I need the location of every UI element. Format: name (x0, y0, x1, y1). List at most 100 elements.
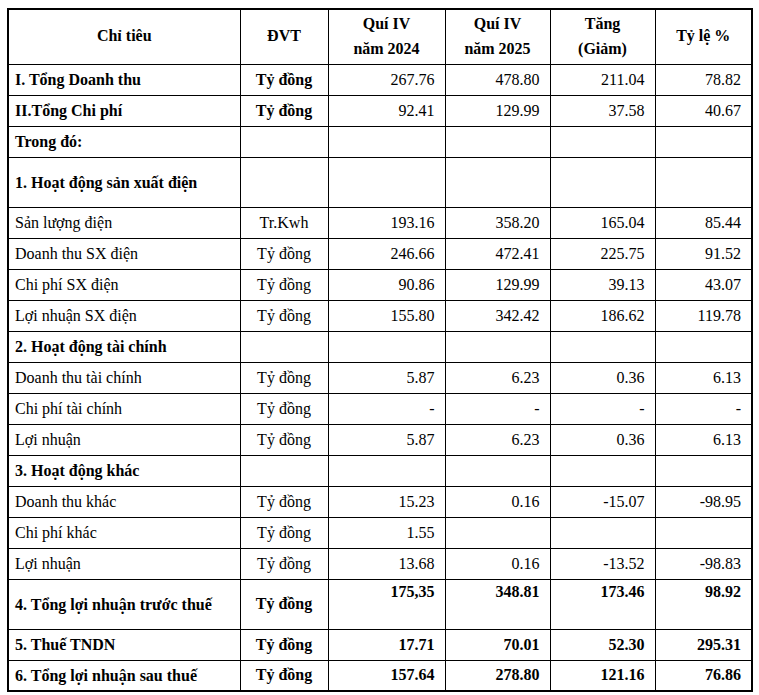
value-cell-pct: 119.78 (655, 300, 752, 331)
table-row: Trong đó: (8, 126, 752, 157)
value-cell-q4-2024: 157.64 (328, 660, 445, 691)
indicator-cell: Trong đó: (8, 126, 240, 157)
table-row: Lợi nhuậnTỷ đồng13.680.16-13.52-98.83 (8, 548, 752, 579)
value-cell-pct (655, 157, 752, 207)
value-cell-change: 121.16 (550, 660, 655, 691)
value-cell-q4-2025: 6.23 (445, 362, 550, 393)
financial-comparison-table: Chỉ tiêu ĐVT Quí IV năm 2024 Quí IV năm … (7, 8, 753, 692)
value-cell-q4-2024: 92.41 (328, 95, 445, 126)
value-cell-q4-2025: - (445, 393, 550, 424)
column-header-q4-2025: Quí IV năm 2025 (445, 9, 550, 64)
value-cell-pct (655, 517, 752, 548)
value-cell-q4-2025: 70.01 (445, 629, 550, 660)
unit-cell: Tỷ đồng (240, 548, 328, 579)
table-row: 5. Thuế TNDNTỷ đồng17.7170.0152.30295.31 (8, 629, 752, 660)
unit-cell: Tỷ đồng (240, 629, 328, 660)
value-cell-change: 0.36 (550, 424, 655, 455)
table-row: Lợi nhuậnTỷ đồng5.876.230.366.13 (8, 424, 752, 455)
column-header-tang-giam: Tăng (Giảm) (550, 9, 655, 64)
table-row: 2. Hoạt động tài chính (8, 331, 752, 362)
value-cell-pct: -98.95 (655, 486, 752, 517)
value-cell-q4-2025: 0.16 (445, 548, 550, 579)
value-cell-pct (655, 126, 752, 157)
unit-cell: Tỷ đồng (240, 300, 328, 331)
indicator-cell: 1. Hoạt động sản xuất điện (8, 157, 240, 207)
value-cell-q4-2025 (445, 455, 550, 486)
value-cell-pct: - (655, 393, 752, 424)
indicator-cell: Lợi nhuận (8, 548, 240, 579)
value-cell-pct: 98.92 (655, 579, 752, 629)
unit-cell (240, 455, 328, 486)
value-cell-q4-2025 (445, 331, 550, 362)
unit-cell: Tr.Kwh (240, 207, 328, 238)
unit-cell: Tỷ đồng (240, 64, 328, 95)
value-cell-change: -13.52 (550, 548, 655, 579)
table-header: Chỉ tiêu ĐVT Quí IV năm 2024 Quí IV năm … (8, 9, 752, 64)
indicator-cell: Doanh thu khác (8, 486, 240, 517)
value-cell-q4-2024: 5.87 (328, 424, 445, 455)
indicator-cell: Chi phí tài chính (8, 393, 240, 424)
table-row: 6. Tổng lợi nhuận sau thuếTỷ đồng157.642… (8, 660, 752, 691)
unit-cell: Tỷ đồng (240, 269, 328, 300)
column-header-q4-2024: Quí IV năm 2024 (328, 9, 445, 64)
value-cell-pct: 295.31 (655, 629, 752, 660)
table-row: Chi phí SX điệnTỷ đồng90.86129.9939.1343… (8, 269, 752, 300)
indicator-cell: Doanh thu tài chính (8, 362, 240, 393)
value-cell-q4-2024: 5.87 (328, 362, 445, 393)
value-cell-q4-2025 (445, 157, 550, 207)
value-cell-change: 173.46 (550, 579, 655, 629)
unit-cell: Tỷ đồng (240, 238, 328, 269)
unit-cell: Tỷ đồng (240, 424, 328, 455)
value-cell-pct: 40.67 (655, 95, 752, 126)
value-cell-q4-2025: 472.41 (445, 238, 550, 269)
value-cell-q4-2024: 15.23 (328, 486, 445, 517)
value-cell-change: 165.04 (550, 207, 655, 238)
indicator-cell: 6. Tổng lợi nhuận sau thuế (8, 660, 240, 691)
header-row: Chỉ tiêu ĐVT Quí IV năm 2024 Quí IV năm … (8, 9, 752, 64)
table-row: Doanh thu tài chínhTỷ đồng5.876.230.366.… (8, 362, 752, 393)
indicator-cell: II.Tổng Chi phí (8, 95, 240, 126)
value-cell-q4-2024: 155.80 (328, 300, 445, 331)
value-cell-change: 37.58 (550, 95, 655, 126)
value-cell-q4-2025: 478.80 (445, 64, 550, 95)
table-row: 1. Hoạt động sản xuất điện (8, 157, 752, 207)
value-cell-change (550, 455, 655, 486)
indicator-cell: 3. Hoạt động khác (8, 455, 240, 486)
indicator-cell: Lợi nhuận (8, 424, 240, 455)
column-header-dvt: ĐVT (240, 9, 328, 64)
indicator-cell: Chi phí SX điện (8, 269, 240, 300)
value-cell-q4-2025: 129.99 (445, 269, 550, 300)
table-body: I. Tổng Doanh thuTỷ đồng267.76478.80211.… (8, 64, 752, 691)
indicator-cell: Sản lượng điện (8, 207, 240, 238)
table-row: 3. Hoạt động khác (8, 455, 752, 486)
value-cell-pct: 91.52 (655, 238, 752, 269)
value-cell-q4-2024: - (328, 393, 445, 424)
value-cell-change: -15.07 (550, 486, 655, 517)
value-cell-change (550, 331, 655, 362)
value-cell-pct: 43.07 (655, 269, 752, 300)
table-row: II.Tổng Chi phíTỷ đồng92.41129.9937.5840… (8, 95, 752, 126)
value-cell-q4-2025: 348.81 (445, 579, 550, 629)
unit-cell: Tỷ đồng (240, 393, 328, 424)
unit-cell: Tỷ đồng (240, 579, 328, 629)
value-cell-change: 0.36 (550, 362, 655, 393)
table-row: Doanh thu SX điệnTỷ đồng246.66472.41225.… (8, 238, 752, 269)
unit-cell: Tỷ đồng (240, 486, 328, 517)
indicator-cell: Doanh thu SX điện (8, 238, 240, 269)
value-cell-change: 186.62 (550, 300, 655, 331)
value-cell-change: 225.75 (550, 238, 655, 269)
indicator-cell: 2. Hoạt động tài chính (8, 331, 240, 362)
indicator-cell: Lợi nhuận SX điện (8, 300, 240, 331)
value-cell-q4-2025: 129.99 (445, 95, 550, 126)
value-cell-q4-2024: 246.66 (328, 238, 445, 269)
document-page: Chỉ tiêu ĐVT Quí IV năm 2024 Quí IV năm … (0, 0, 759, 695)
value-cell-change (550, 126, 655, 157)
indicator-cell: 5. Thuế TNDN (8, 629, 240, 660)
unit-cell (240, 331, 328, 362)
value-cell-q4-2024 (328, 331, 445, 362)
value-cell-q4-2025: 342.42 (445, 300, 550, 331)
value-cell-q4-2024: 267.76 (328, 64, 445, 95)
value-cell-q4-2024 (328, 126, 445, 157)
table-row: Lợi nhuận SX điệnTỷ đồng155.80342.42186.… (8, 300, 752, 331)
table-row: I. Tổng Doanh thuTỷ đồng267.76478.80211.… (8, 64, 752, 95)
